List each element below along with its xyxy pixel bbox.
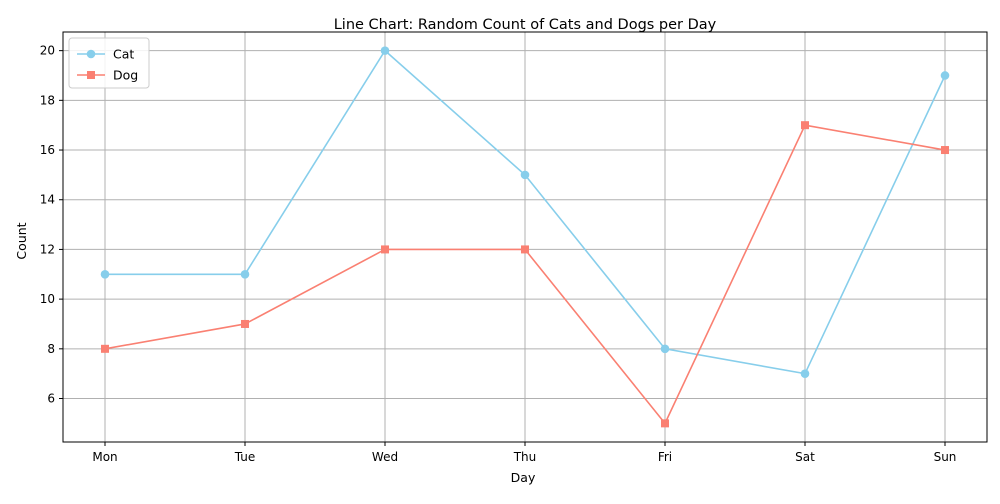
data-point-cat [240,269,250,279]
data-point-dog [241,319,249,328]
data-point-cat [660,344,670,354]
legend: Cat Dog [68,37,150,89]
y-axis-ticks: 6 8 10 12 14 16 18 20 [40,44,63,406]
x-tick-label: Sat [795,450,815,464]
y-axis-label: Count [14,222,29,259]
x-tick-label: Wed [372,450,398,464]
grid [63,32,987,442]
y-tick-label: 12 [40,242,55,256]
data-point-cat [100,269,110,279]
legend-label-cat: Cat [113,47,134,62]
data-point-cat [940,71,950,80]
data-point-dog [801,121,809,130]
legend-marker-cat [86,49,96,59]
y-tick-label: 16 [40,143,55,157]
y-tick-label: 18 [40,93,55,107]
legend-label-dog: Dog [113,68,138,83]
chart-title: Line Chart: Random Count of Cats and Dog… [334,17,717,33]
data-point-dog [101,344,109,353]
data-point-dog [521,245,529,254]
y-tick-label: 6 [47,392,55,406]
x-tick-label: Mon [92,450,117,464]
data-point-dog [941,146,949,155]
x-axis-label: Day [511,470,536,485]
data-point-cat [380,46,390,55]
y-tick-label: 20 [40,44,55,58]
data-point-cat [800,369,810,378]
x-tick-label: Thu [513,450,537,464]
y-tick-label: 8 [47,342,55,356]
x-tick-label: Tue [234,450,256,464]
data-point-dog [661,419,669,428]
series-layer [100,46,950,428]
x-tick-label: Sun [934,450,957,464]
y-tick-label: 10 [40,292,55,306]
x-axis-ticks: Mon Tue Wed Thu Fri Sat Sun [92,442,956,464]
data-point-dog [381,245,389,254]
x-tick-label: Fri [658,450,672,464]
y-tick-label: 14 [40,193,55,207]
data-point-cat [520,170,530,180]
legend-marker-dog [87,71,95,79]
